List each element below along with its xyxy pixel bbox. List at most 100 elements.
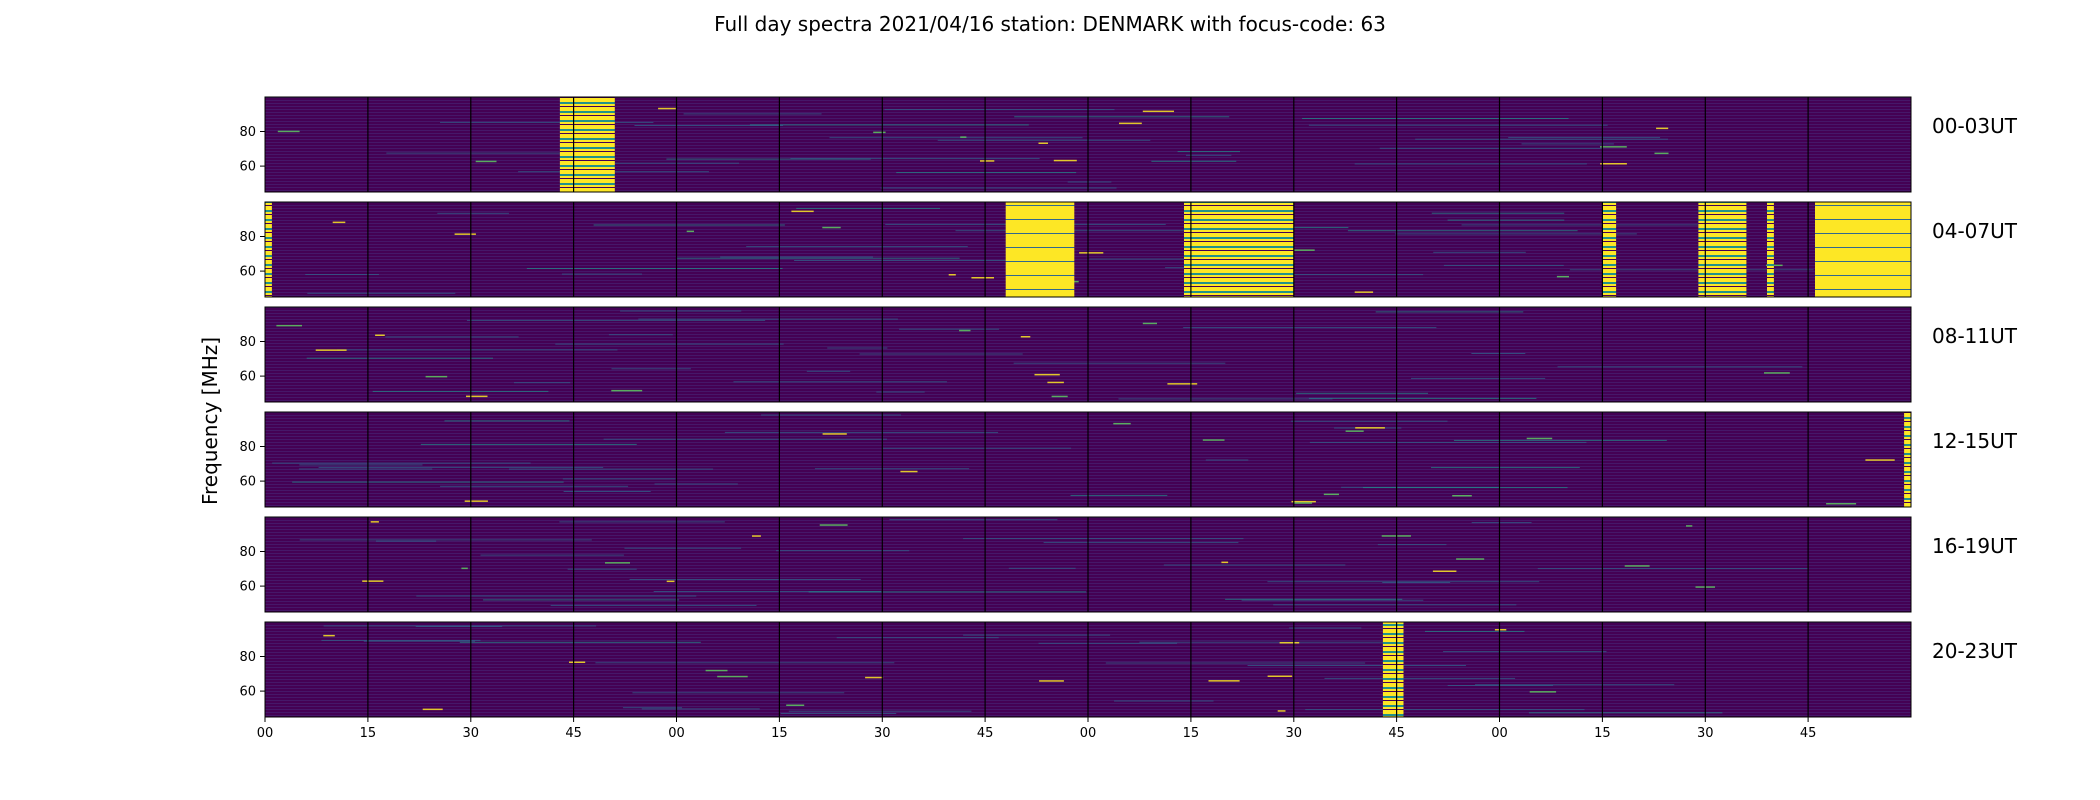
interference-line [1447, 219, 1565, 221]
speckle [1345, 430, 1364, 432]
interference-line [1151, 160, 1237, 162]
interference-line [306, 357, 494, 359]
interference-line [372, 390, 549, 392]
interference-line [459, 641, 701, 643]
interference-line [676, 257, 960, 259]
interference-line [1038, 642, 1178, 644]
interference-line [1241, 599, 1424, 601]
interference-line [375, 540, 437, 542]
interference-line [513, 382, 571, 384]
interference-line [1447, 685, 1554, 686]
interference-line [480, 554, 624, 556]
y-tick-label: 80 [239, 335, 256, 350]
speckle [1221, 561, 1229, 564]
rfi-burst [1602, 202, 1617, 297]
y-tick-label: 60 [239, 370, 256, 385]
row-time-label: 00-03UT [1932, 114, 2018, 138]
speckle [1119, 122, 1142, 125]
interference-line [1395, 233, 1637, 235]
speckle [1686, 525, 1693, 527]
x-tick-label: 15 [360, 726, 377, 741]
x-tick-label: 45 [1800, 726, 1817, 741]
speckle [422, 708, 443, 711]
interference-line [437, 212, 509, 214]
speckle [277, 130, 300, 133]
speckle [1293, 249, 1315, 251]
interference-line [1043, 542, 1239, 544]
rfi-burst [1382, 622, 1404, 717]
spectrum-row: 60 80 12-15UT [239, 411, 2018, 508]
interference-line [1461, 224, 1710, 226]
row-border [264, 96, 1912, 193]
speckle [1354, 291, 1374, 293]
interference-line [963, 634, 1111, 636]
spectrum-row: 60 80 20-23UT [239, 621, 2018, 718]
interference-line [555, 343, 784, 345]
interference-line [624, 547, 742, 549]
interference-line [272, 462, 531, 464]
interference-line [1247, 665, 1466, 666]
x-tick-label: 45 [977, 726, 994, 741]
interference-line [1177, 151, 1240, 153]
interference-line [608, 334, 673, 336]
row-border [264, 516, 1912, 613]
interference-line [323, 625, 597, 627]
interference-line [305, 274, 379, 275]
interference-line [1415, 138, 1669, 140]
speckle [569, 661, 586, 663]
speckle [705, 669, 728, 672]
y-tick-label: 80 [239, 650, 256, 665]
interference-line [318, 466, 604, 468]
interference-line [880, 187, 1117, 189]
speckle [1624, 565, 1650, 567]
speckle [1556, 275, 1569, 278]
speckle [1526, 437, 1553, 440]
interference-line [363, 640, 476, 642]
interference-line [1379, 147, 1602, 149]
interference-line [1070, 494, 1168, 496]
speckle [948, 274, 956, 276]
x-tick-label: 45 [565, 726, 582, 741]
interference-line [796, 207, 941, 209]
interference-line [563, 491, 651, 492]
rfi-burst [265, 202, 272, 297]
interference-line [1308, 397, 1537, 399]
rfi-burst [1005, 202, 1075, 297]
interference-line [1308, 124, 1608, 126]
interference-line [632, 692, 845, 694]
interference-line [1324, 677, 1516, 679]
x-tick-label: 30 [1286, 726, 1303, 741]
speckle [686, 230, 694, 233]
speckle [1039, 680, 1064, 682]
interference-line [595, 662, 895, 664]
interference-line [1105, 662, 1366, 664]
speckle [461, 567, 468, 570]
speckle [1034, 373, 1060, 376]
interference-line [1508, 137, 1661, 139]
interference-line [299, 464, 423, 466]
interference-line [963, 538, 1244, 540]
interference-line [724, 431, 999, 433]
speckle [1452, 495, 1472, 497]
row-time-label: 04-07UT [1932, 219, 2018, 243]
interference-line [1377, 544, 1447, 546]
speckle [1142, 110, 1174, 113]
interference-line [1410, 377, 1546, 379]
row-time-label: 08-11UT [1932, 324, 2018, 348]
interference-line [653, 591, 882, 592]
interference-line [776, 550, 910, 552]
interference-line [1382, 582, 1451, 583]
interference-line [836, 637, 999, 639]
speckle [1826, 503, 1857, 505]
speckle [1323, 493, 1339, 496]
interference-line [884, 109, 1115, 111]
interference-line [298, 468, 433, 470]
interference-line [1200, 274, 1424, 276]
speckle [1600, 146, 1627, 148]
row-time-label: 16-19UT [1932, 534, 2018, 558]
interference-line [415, 626, 503, 627]
interference-line [654, 483, 738, 485]
interference-line [1267, 581, 1540, 583]
y-tick-label: 60 [239, 685, 256, 700]
speckle [1142, 322, 1157, 325]
